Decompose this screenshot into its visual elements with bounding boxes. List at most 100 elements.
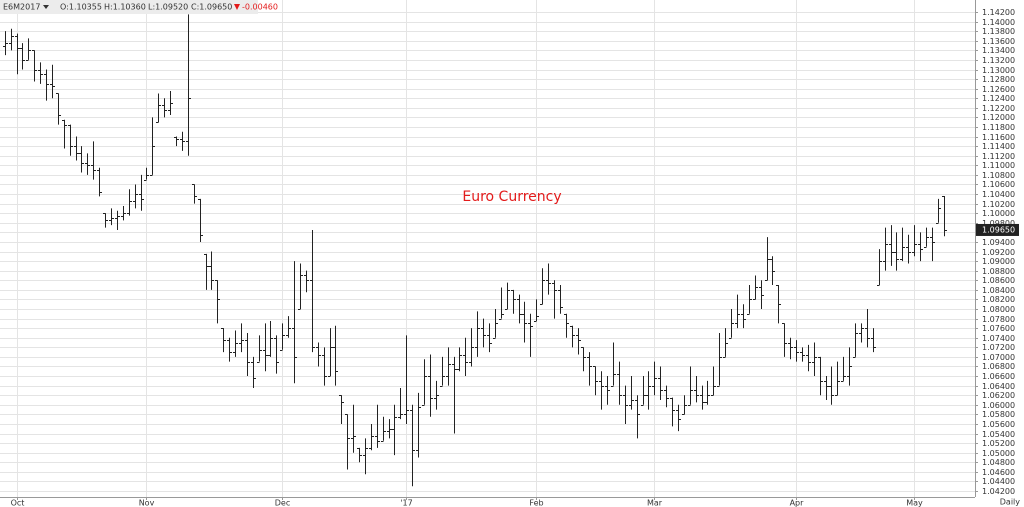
ohlc-bar [540,268,545,305]
y-tick-label: 1.04200 [982,487,1015,496]
ohlc-bar [398,388,403,420]
ohlc-bar [109,208,114,226]
dropdown-icon[interactable] [43,5,49,9]
ohlc-bar [268,320,273,357]
y-tick-label: 1.06800 [982,362,1015,371]
ohlc-bar [156,93,161,123]
ohlc-bar [924,227,929,248]
ohlc-bar [369,423,374,451]
y-tick-label: 1.05600 [982,420,1015,429]
ohlc-bar [623,385,628,424]
ohlc-bar [534,299,539,322]
ohlc-bar [74,136,79,161]
y-tick-label: 1.09800 [982,219,1015,228]
ohlc-bar [298,263,303,310]
ohlc-bar [528,313,533,357]
y-tick-label: 1.11400 [982,142,1015,151]
y-tick-label: 1.07600 [982,324,1015,333]
ohlc-bar [676,404,681,432]
x-tick-label: Dec [275,499,290,507]
ohlc-bar [658,366,663,401]
ohlc-bar [3,31,8,56]
ohlc-bar [150,117,155,176]
ohlc-bar [422,359,427,406]
y-tick-label: 1.07800 [982,315,1015,324]
y-tick-label: 1.09200 [982,248,1015,257]
ohlc-bar [906,234,911,264]
bars [3,14,947,487]
ohlc-bar [204,253,209,290]
y-tick-label: 1.10800 [982,171,1015,180]
ohlc-bar [635,395,640,439]
ohlc-bar [333,325,338,386]
header-low: L:1.09520 [148,3,188,12]
ohlc-bar [304,270,309,293]
y-tick-label: 1.06000 [982,401,1015,410]
y-tick-label: 1.10600 [982,180,1015,189]
y-tick-label: 1.14000 [982,18,1015,27]
ohlc-bar [215,280,220,324]
header-open: O:1.10355 [60,3,102,12]
ohlc-bar [546,263,551,295]
ohlc-bar [800,347,805,362]
ohlc-bar [174,136,179,147]
ohlc-bar [564,313,569,338]
ohlc-bar [310,229,315,353]
y-tick-label: 1.10000 [982,209,1015,218]
ohlc-bar [581,347,586,372]
ohlc-bar [452,356,457,434]
ohlc-bar [144,167,149,181]
ohlc-bar [682,395,687,415]
ohlc-bar [711,366,716,396]
ohlc-bar [469,328,474,367]
ohlc-bar [274,335,279,374]
ohlc-bar [428,354,433,417]
x-tick-label: May [906,499,923,507]
ohlc-bar [162,98,167,118]
ohlc-bar [782,323,787,357]
ohlc-bar [847,347,852,386]
y-tick-label: 1.05200 [982,439,1015,448]
ohlc-bar [729,308,734,339]
ohlc-bar [835,361,840,396]
ohlc-bar [587,352,592,386]
x-tick-label: Oct [11,499,25,507]
ohlc-bar [475,311,480,357]
ohlc-bar [788,337,793,360]
ohlc-bar [168,91,173,116]
y-tick-label: 1.06600 [982,372,1015,381]
ohlc-bar [446,347,451,386]
ohlc-bar [617,361,622,405]
y-tick-label: 1.04600 [982,468,1015,477]
ohlc-bar [68,124,73,156]
ohlc-bar [381,416,386,442]
ohlc-bar [20,43,25,70]
ohlc-bar [316,342,321,367]
ohlc-bar [818,356,823,396]
last-price-box [976,223,1019,236]
y-tick-label: 1.11800 [982,123,1015,132]
y-tick-label: 1.10400 [982,190,1015,199]
ohlc-bar [806,344,811,372]
ohlc-bar [646,371,651,410]
period-label: Daily [1000,498,1021,507]
ohlc-bar [522,301,527,343]
ohlc-bar [97,167,102,197]
ohlc-bar [345,414,350,470]
ohlc-bar [56,93,61,125]
ohlc-bar [245,332,250,377]
ohlc-bar [257,335,262,363]
ohlc-bar [463,337,468,377]
ohlc-bar [759,280,764,309]
ohlc-bar [753,275,758,300]
ohlc-bar [776,285,781,324]
ohlc-bar [841,356,846,382]
y-tick-label: 1.09000 [982,257,1015,266]
ohlc-bar [894,232,899,271]
y-tick-label: 1.11200 [982,152,1015,161]
ohlc-bar [641,376,646,406]
ohlc-bar [251,356,256,389]
ohlc-bar [363,438,368,475]
y-tick-label: 1.13000 [982,66,1015,75]
x-tick-label: Apr [790,499,805,507]
